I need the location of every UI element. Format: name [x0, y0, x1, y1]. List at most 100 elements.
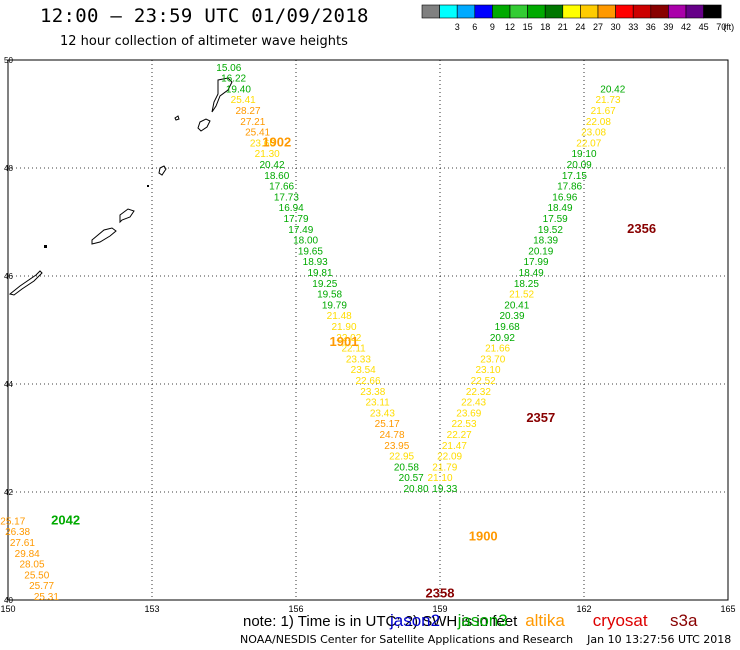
swh-value-label: 17.86	[557, 182, 582, 193]
swh-value-label: 25.77	[29, 581, 54, 592]
swh-value-label: 23.10	[475, 365, 500, 376]
swh-value-label: 18.39	[533, 236, 558, 247]
y-tick-label: 46	[4, 272, 13, 281]
swh-value-label: 20.41	[504, 300, 529, 311]
swh-value-label: 20.57	[399, 473, 424, 484]
swh-value-label: 18.49	[519, 268, 544, 279]
colorbar-tick-label: 21	[558, 22, 568, 32]
colorbar-tick-label: 24	[575, 22, 585, 32]
swh-value-label: 20.39	[499, 311, 524, 322]
legend: note: 1) Time is in UTC; 2) SWH is in fe…	[243, 611, 698, 630]
colorbar-bin	[668, 4, 687, 19]
swh-value-label: 19.65	[298, 246, 323, 257]
colorbar: 3 6 9 12 15 18 21 24 27 30 33 36 39 42 45 70(ft)	[421, 4, 734, 32]
colorbar-bin	[615, 4, 634, 19]
colorbar-bin	[562, 4, 581, 19]
swh-value-label: 23.70	[480, 354, 505, 365]
colorbar-bin	[632, 4, 652, 19]
colorbar-bin	[685, 4, 704, 19]
coastline-island	[91, 227, 117, 245]
colorbar-bin	[421, 4, 440, 19]
colorbar-bin	[597, 4, 616, 19]
colorbar-tick-label: 15	[523, 22, 533, 32]
legend-satellite-jason3: jason3	[457, 611, 508, 630]
swh-value-label: 19.10	[571, 149, 596, 160]
swh-value-label: 19.25	[312, 279, 337, 290]
swh-value-label: 17.73	[274, 192, 299, 203]
pass-time-label: 2356	[627, 221, 656, 236]
y-tick-label: 48	[4, 164, 13, 173]
colorbar-unit-label: (ft)	[723, 22, 734, 32]
swh-value-label: 23.38	[360, 387, 385, 398]
swh-value-label: 20.09	[567, 160, 592, 171]
swh-value-label: 21.10	[427, 473, 452, 484]
colorbar-tick-label: 36	[646, 22, 656, 32]
swh-value-label: 21.90	[331, 322, 356, 333]
swh-value-label: 22.08	[586, 117, 611, 128]
swh-value-label: 18.93	[303, 257, 328, 268]
colorbar-bin	[580, 4, 599, 19]
swh-value-label: 23.11	[365, 398, 390, 409]
swh-value-label: 22.66	[355, 376, 380, 387]
colorbar-bin	[703, 4, 722, 19]
swh-value-label: 22.32	[466, 387, 491, 398]
grid-lines	[8, 60, 728, 600]
colorbar-bin	[544, 4, 564, 19]
y-tick-label: 50	[4, 56, 13, 65]
y-tick-label: 44	[4, 380, 13, 389]
colorbar-tick-label: 30	[611, 22, 621, 32]
swh-value-label: 22.52	[471, 376, 496, 387]
colorbar-tick-label: 18	[540, 22, 550, 32]
swh-value-label: 22.95	[389, 452, 414, 463]
pass-time-label: 1901	[330, 334, 359, 349]
swh-value-label: 22.07	[576, 138, 601, 149]
colorbar-tick-label: 33	[628, 22, 638, 32]
swh-value-label: 19.33	[432, 484, 457, 495]
swh-value-label: 16.94	[279, 203, 304, 214]
coastline	[8, 77, 233, 296]
swh-value-label: 18.25	[514, 279, 539, 290]
colorbar-tick-label: 42	[681, 22, 691, 32]
swh-value-label: 25.50	[24, 570, 49, 581]
swh-value-label: 20.42	[600, 84, 625, 95]
swh-value-label: 21.79	[432, 462, 457, 473]
swh-value-label: 20.80	[403, 484, 428, 495]
swh-value-label: 19.52	[538, 225, 563, 236]
swh-value-label: 21.67	[591, 106, 616, 117]
colorbar-tick-label: 9	[490, 22, 495, 32]
swh-value-label: 23.95	[384, 441, 409, 452]
y-tick-label: 42	[4, 488, 13, 497]
x-tick-label: 165	[720, 604, 735, 614]
swh-value-label: 20.58	[394, 462, 419, 473]
swh-value-label: 16.96	[552, 192, 577, 203]
swh-value-label: 25.17	[375, 419, 400, 430]
coastline-island	[197, 118, 211, 132]
colorbar-bin	[439, 4, 458, 19]
swh-value-label: 19.81	[307, 268, 332, 279]
colorbar-tick-label: 70	[716, 22, 726, 32]
swh-value-label: 22.53	[451, 419, 476, 430]
swh-value-label: 17.66	[269, 182, 294, 193]
swh-value-label: 23.54	[351, 365, 376, 376]
swh-value-label: 18.49	[547, 203, 572, 214]
swh-value-label: 27.21	[240, 117, 265, 128]
footer-credit: NOAA/NESDIS Center for Satellite Applica…	[240, 633, 732, 646]
colorbar-tick-label: 45	[699, 22, 709, 32]
swh-value-label: 19.68	[495, 322, 520, 333]
legend-satellite-cryosat: cryosat	[593, 611, 648, 630]
swh-value-label: 23.66	[250, 138, 275, 149]
swh-value-label: 17.79	[283, 214, 308, 225]
swh-value-label: 25.41	[245, 128, 270, 139]
colorbar-tick-label: 6	[472, 22, 477, 32]
swh-value-label: 20.19	[528, 246, 553, 257]
swh-value-label: 15.06	[216, 63, 241, 74]
swh-value-label: 26.38	[5, 527, 30, 538]
pass-time-label: 2357	[526, 410, 555, 425]
swh-value-label: 22.09	[437, 452, 462, 463]
colorbar-bin	[527, 4, 546, 19]
swh-value-label: 23.33	[346, 354, 371, 365]
x-tick-label: 153	[144, 604, 159, 614]
swh-value-label: 19.79	[322, 300, 347, 311]
legend-satellite-jason2: jason2	[389, 611, 440, 630]
